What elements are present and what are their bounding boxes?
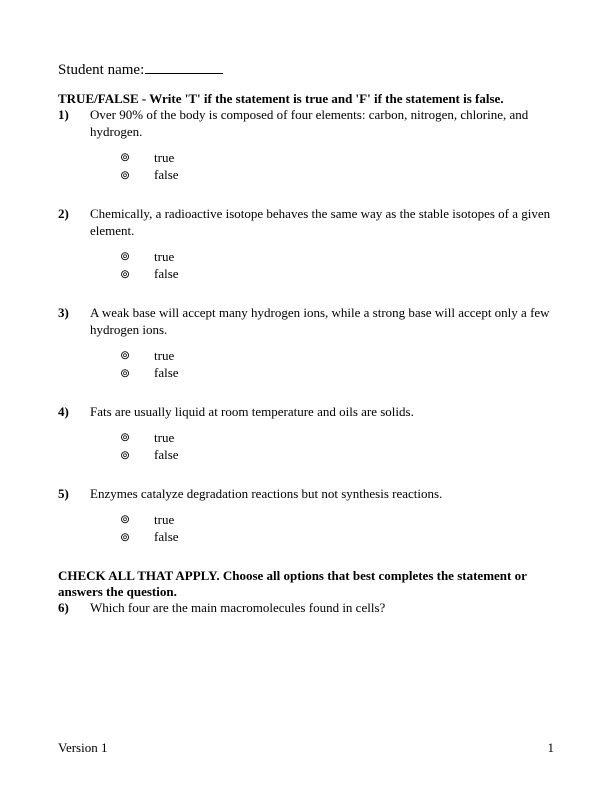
student-name-field: Student name: [58,62,554,79]
section-tf-header: TRUE/FALSE - Write 'T' if the statement … [58,91,554,107]
option-row: ⊚false [120,166,554,184]
footer-version: Version 1 [58,740,107,756]
question-number: 4) [58,404,90,421]
radio-bullet-icon: ⊚ [120,365,154,381]
radio-bullet-icon: ⊚ [120,248,154,264]
option-row: ⊚false [120,528,554,546]
question-number: 1) [58,107,90,124]
question-number: 6) [58,600,90,617]
question-number: 2) [58,206,90,223]
option-label: false [154,528,179,546]
question-2: 2)Chemically, a radioactive isotope beha… [58,206,554,283]
radio-bullet-icon: ⊚ [120,429,154,445]
question-number: 5) [58,486,90,503]
option-label: true [154,429,174,447]
question-3: 3)A weak base will accept many hydrogen … [58,305,554,382]
question-text: Chemically, a radioactive isotope behave… [90,206,554,240]
question-text: Over 90% of the body is composed of four… [90,107,554,141]
option-row: ⊚true [120,429,554,447]
question-5: 5)Enzymes catalyze degradation reactions… [58,486,554,546]
footer-page-number: 1 [548,740,555,756]
radio-bullet-icon: ⊚ [120,266,154,282]
radio-bullet-icon: ⊚ [120,511,154,527]
question-6: 6) Which four are the main macromolecule… [58,600,554,617]
section-check-header: CHECK ALL THAT APPLY. Choose all options… [58,568,554,600]
radio-bullet-icon: ⊚ [120,149,154,165]
option-row: ⊚true [120,149,554,167]
student-name-label: Student name: [58,62,144,78]
question-1: 1)Over 90% of the body is composed of fo… [58,107,554,184]
question-text: Fats are usually liquid at room temperat… [90,404,554,421]
radio-bullet-icon: ⊚ [120,529,154,545]
radio-bullet-icon: ⊚ [120,447,154,463]
option-row: ⊚true [120,511,554,529]
option-row: ⊚false [120,265,554,283]
option-label: true [154,511,174,529]
question-text: A weak base will accept many hydrogen io… [90,305,554,339]
option-label: false [154,166,179,184]
radio-bullet-icon: ⊚ [120,347,154,363]
question-4: 4)Fats are usually liquid at room temper… [58,404,554,464]
radio-bullet-icon: ⊚ [120,167,154,183]
page-footer: Version 1 1 [58,740,554,756]
question-number: 3) [58,305,90,322]
option-label: false [154,446,179,464]
student-name-line [145,73,223,74]
option-label: false [154,265,179,283]
option-row: ⊚false [120,364,554,382]
option-row: ⊚true [120,248,554,266]
option-row: ⊚false [120,446,554,464]
question-text: Which four are the main macromolecules f… [90,600,554,617]
option-label: true [154,248,174,266]
option-label: true [154,149,174,167]
question-text: Enzymes catalyze degradation reactions b… [90,486,554,503]
option-row: ⊚true [120,347,554,365]
option-label: false [154,364,179,382]
option-label: true [154,347,174,365]
